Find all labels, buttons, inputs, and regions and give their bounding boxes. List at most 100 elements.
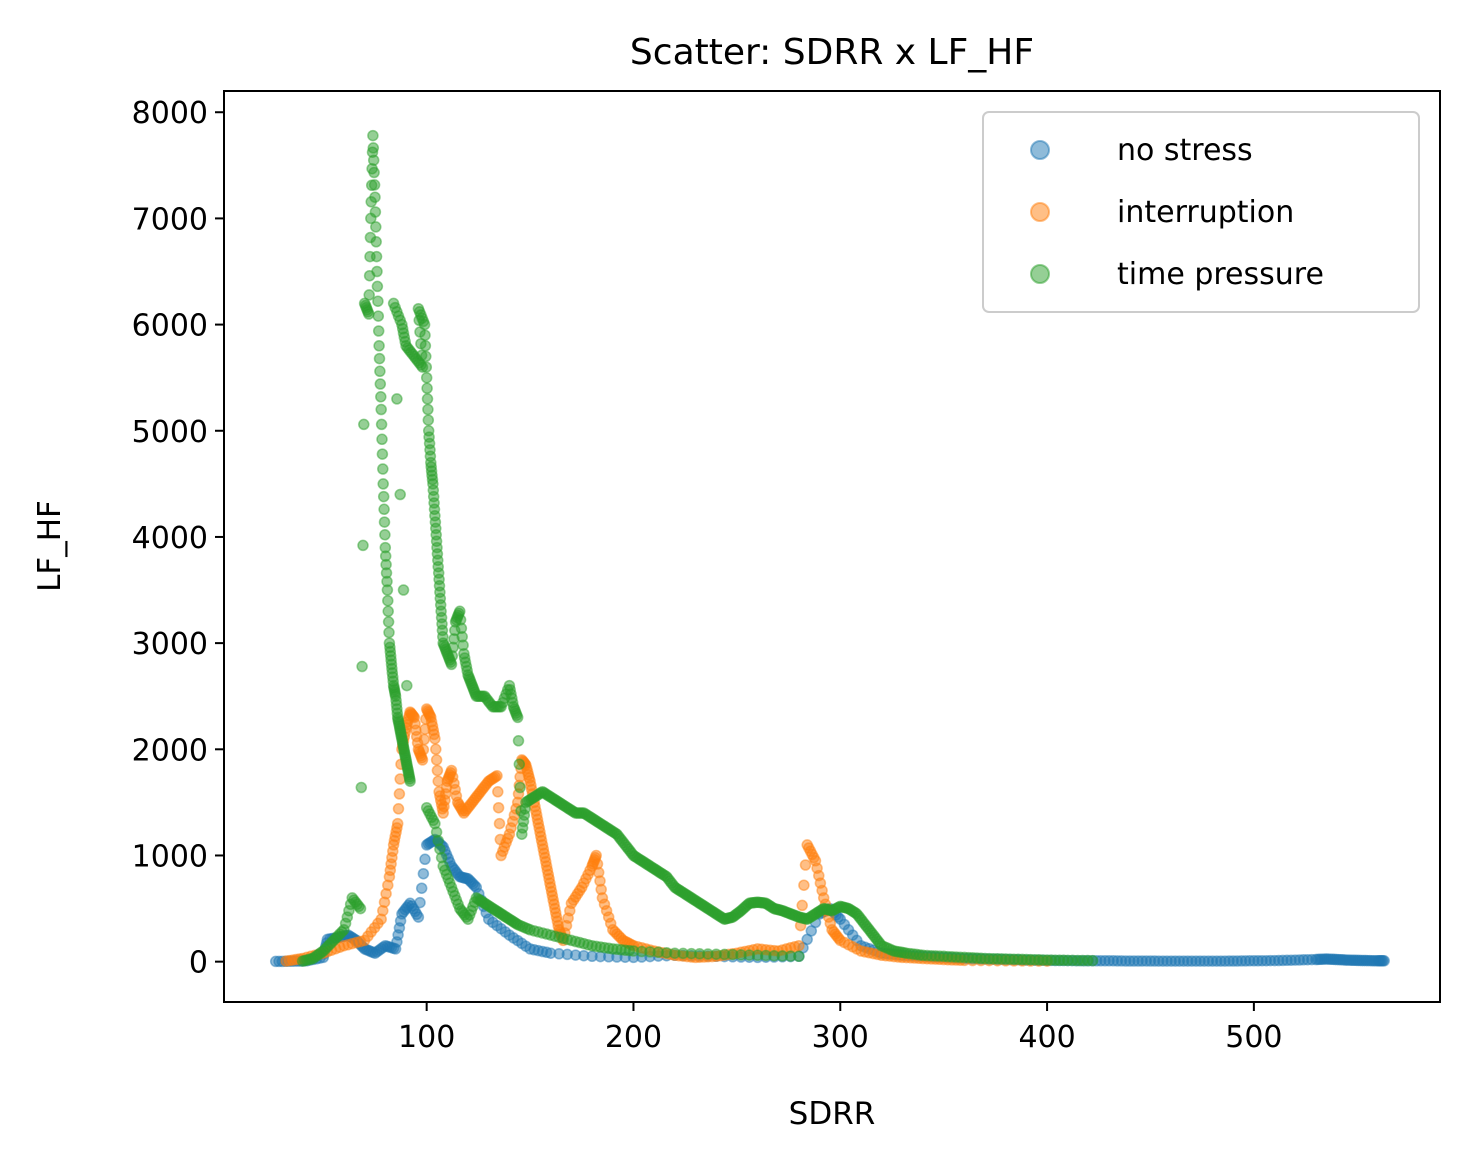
data-point bbox=[374, 378, 387, 390]
data-point bbox=[382, 594, 394, 607]
data-point bbox=[377, 478, 389, 490]
data-point bbox=[492, 786, 504, 798]
data-point bbox=[354, 902, 367, 915]
data-point bbox=[412, 911, 425, 923]
data-point bbox=[377, 463, 389, 475]
data-point bbox=[371, 265, 383, 278]
y-tick-label: 2000 bbox=[132, 733, 208, 768]
data-point bbox=[381, 584, 394, 596]
data-point bbox=[372, 295, 384, 307]
data-point bbox=[393, 788, 406, 800]
data-point bbox=[367, 154, 380, 166]
data-point bbox=[512, 735, 525, 747]
data-point bbox=[793, 939, 805, 952]
data-point bbox=[378, 516, 391, 528]
data-point bbox=[356, 660, 368, 673]
legend-box bbox=[982, 111, 1420, 313]
data-point bbox=[421, 393, 434, 405]
data-point bbox=[796, 899, 808, 912]
data-point bbox=[392, 803, 405, 815]
data-point bbox=[378, 503, 390, 516]
legend-label-interruption: interruption bbox=[1117, 195, 1294, 230]
data-point bbox=[372, 325, 385, 337]
data-point bbox=[514, 781, 526, 794]
points-layer bbox=[269, 129, 1390, 968]
data-point bbox=[415, 882, 428, 894]
data-point bbox=[799, 859, 812, 871]
data-point bbox=[370, 250, 383, 263]
data-point bbox=[391, 393, 403, 405]
data-point bbox=[363, 289, 375, 301]
data-point bbox=[417, 743, 430, 756]
data-point bbox=[429, 732, 441, 745]
data-point bbox=[404, 775, 416, 787]
data-point bbox=[367, 142, 380, 154]
data-point bbox=[357, 539, 369, 552]
data-point bbox=[394, 488, 406, 501]
data-point bbox=[358, 418, 370, 431]
data-point bbox=[372, 310, 385, 322]
y-tick-label: 6000 bbox=[132, 309, 208, 344]
x-tick-label: 400 bbox=[1018, 1020, 1075, 1055]
data-point bbox=[414, 896, 426, 909]
data-point bbox=[368, 179, 381, 191]
data-point bbox=[397, 584, 410, 596]
data-point bbox=[419, 853, 431, 866]
y-tick-label: 1000 bbox=[132, 839, 208, 874]
legend-marker-no-stress bbox=[1030, 140, 1050, 160]
data-point bbox=[375, 391, 387, 403]
y-tick-label: 8000 bbox=[132, 96, 208, 131]
data-point bbox=[368, 166, 380, 179]
data-point bbox=[367, 129, 379, 142]
data-point bbox=[492, 801, 505, 814]
x-axis-label: SDRR bbox=[789, 1096, 876, 1132]
data-point bbox=[370, 236, 382, 248]
data-point bbox=[419, 340, 432, 352]
data-point bbox=[417, 867, 430, 880]
legend-label-no-stress: no stress bbox=[1117, 133, 1253, 168]
data-point bbox=[373, 352, 386, 365]
data-point bbox=[376, 433, 388, 446]
data-point bbox=[420, 361, 433, 373]
y-tick-label: 3000 bbox=[132, 627, 208, 662]
x-tick-label: 500 bbox=[1225, 1020, 1282, 1055]
y-tick-label: 0 bbox=[189, 946, 208, 981]
data-point bbox=[491, 770, 503, 782]
data-point bbox=[793, 950, 805, 963]
data-point bbox=[421, 382, 433, 395]
y-tick-label: 4000 bbox=[132, 521, 208, 556]
data-point bbox=[430, 754, 443, 766]
data-point bbox=[416, 754, 429, 766]
data-point bbox=[798, 879, 810, 891]
data-point bbox=[382, 616, 395, 628]
data-point bbox=[370, 221, 382, 233]
data-point bbox=[391, 817, 404, 830]
y-axis-label: LF_HF bbox=[32, 500, 68, 592]
x-tick-label: 100 bbox=[398, 1020, 455, 1055]
legend-marker-time-pressure bbox=[1030, 264, 1050, 284]
chart-title: Scatter: SDRR x LF_HF bbox=[630, 32, 1034, 73]
legend: no stress interruption time pressure bbox=[982, 111, 1420, 313]
data-point bbox=[420, 350, 432, 363]
y-axis-ticks: 0 1000 2000 3000 4000 5000 6000 7000 8000 bbox=[132, 96, 224, 981]
data-point bbox=[422, 403, 434, 416]
data-point bbox=[375, 418, 388, 431]
data-point bbox=[493, 817, 506, 830]
data-point bbox=[430, 743, 442, 756]
data-point bbox=[511, 711, 524, 724]
data-point bbox=[376, 448, 389, 460]
data-point bbox=[418, 733, 430, 746]
data-point bbox=[375, 403, 387, 416]
data-point bbox=[363, 308, 375, 320]
data-point bbox=[513, 758, 526, 770]
data-point bbox=[371, 280, 384, 293]
data-point bbox=[383, 626, 395, 639]
data-point bbox=[1086, 954, 1099, 967]
data-point bbox=[369, 191, 381, 203]
plot-frame bbox=[223, 90, 1441, 1003]
data-point bbox=[382, 605, 394, 618]
x-tick-label: 200 bbox=[605, 1020, 662, 1055]
x-axis-ticks: 100 200 300 400 500 bbox=[398, 1002, 1283, 1055]
data-point bbox=[373, 340, 385, 352]
